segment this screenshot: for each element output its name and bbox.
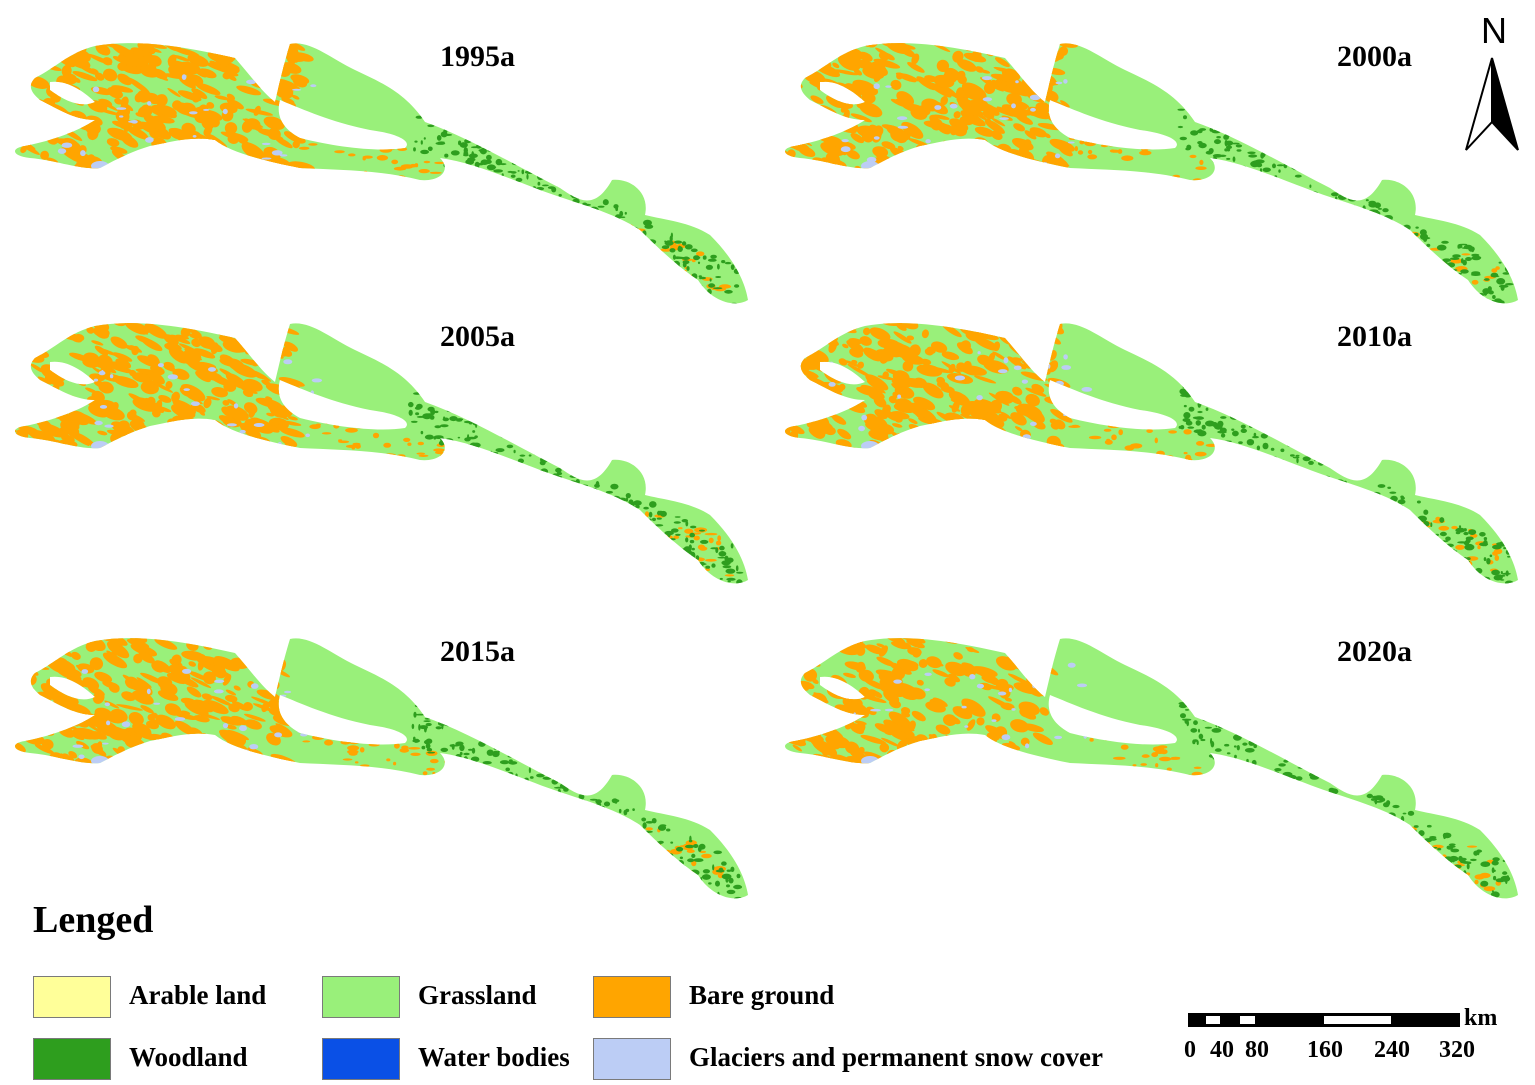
north-label: N bbox=[1481, 10, 1507, 51]
scale-tick: 0 bbox=[1184, 1037, 1196, 1063]
legend-title: Lenged bbox=[33, 899, 154, 941]
year-label: 2010a bbox=[1337, 320, 1412, 353]
legend-swatch bbox=[593, 976, 671, 1018]
map-panel-2005: 2005a bbox=[0, 310, 760, 630]
scale-bar-graphic bbox=[1188, 1013, 1460, 1027]
scale-unit: km bbox=[1464, 1005, 1498, 1031]
legend-label: Water bodies bbox=[418, 1042, 570, 1072]
legend-swatch bbox=[322, 1038, 400, 1080]
land-cover-map-2005 bbox=[14, 323, 748, 584]
map-panel-2015: 2015a bbox=[0, 625, 760, 945]
year-label: 2000a bbox=[1337, 40, 1412, 73]
legend-label: Bare ground bbox=[689, 980, 835, 1010]
legend-label: Woodland bbox=[129, 1042, 248, 1072]
map-panel-2010: 2010a bbox=[770, 310, 1530, 630]
scale-tick: 320 bbox=[1439, 1037, 1475, 1063]
legend-label: Arable land bbox=[129, 980, 267, 1010]
land-cover-map-2015 bbox=[14, 638, 748, 899]
legend-swatch bbox=[33, 976, 111, 1018]
year-label: 2005a bbox=[440, 320, 515, 353]
land-cover-map-2000 bbox=[784, 43, 1518, 304]
scale-bar: km 0 40 80 160 240 320 bbox=[1184, 1005, 1515, 1075]
scale-tick: 40 bbox=[1210, 1037, 1234, 1063]
land-cover-map-1995 bbox=[14, 43, 748, 304]
scale-tick: 80 bbox=[1245, 1037, 1269, 1063]
north-arrow: N bbox=[1462, 10, 1522, 160]
map-panel-2000: 2000a bbox=[770, 30, 1530, 350]
legend-swatch bbox=[322, 976, 400, 1018]
legend-label: Glaciers and permanent snow cover bbox=[689, 1042, 1103, 1072]
scale-tick: 240 bbox=[1374, 1037, 1410, 1063]
land-cover-map-2020 bbox=[784, 638, 1518, 899]
scale-tick: 160 bbox=[1307, 1037, 1343, 1063]
north-arrow-icon bbox=[1465, 57, 1519, 151]
legend-label: Grassland bbox=[418, 980, 537, 1010]
land-cover-map-2010 bbox=[784, 323, 1518, 584]
year-label: 1995a bbox=[440, 40, 515, 73]
year-label: 2015a bbox=[440, 635, 515, 668]
year-label: 2020a bbox=[1337, 635, 1412, 668]
map-panel-2020: 2020a bbox=[770, 625, 1530, 945]
legend-swatch bbox=[33, 1038, 111, 1080]
map-panel-1995: 1995a bbox=[0, 30, 760, 350]
legend-swatch bbox=[593, 1038, 671, 1080]
